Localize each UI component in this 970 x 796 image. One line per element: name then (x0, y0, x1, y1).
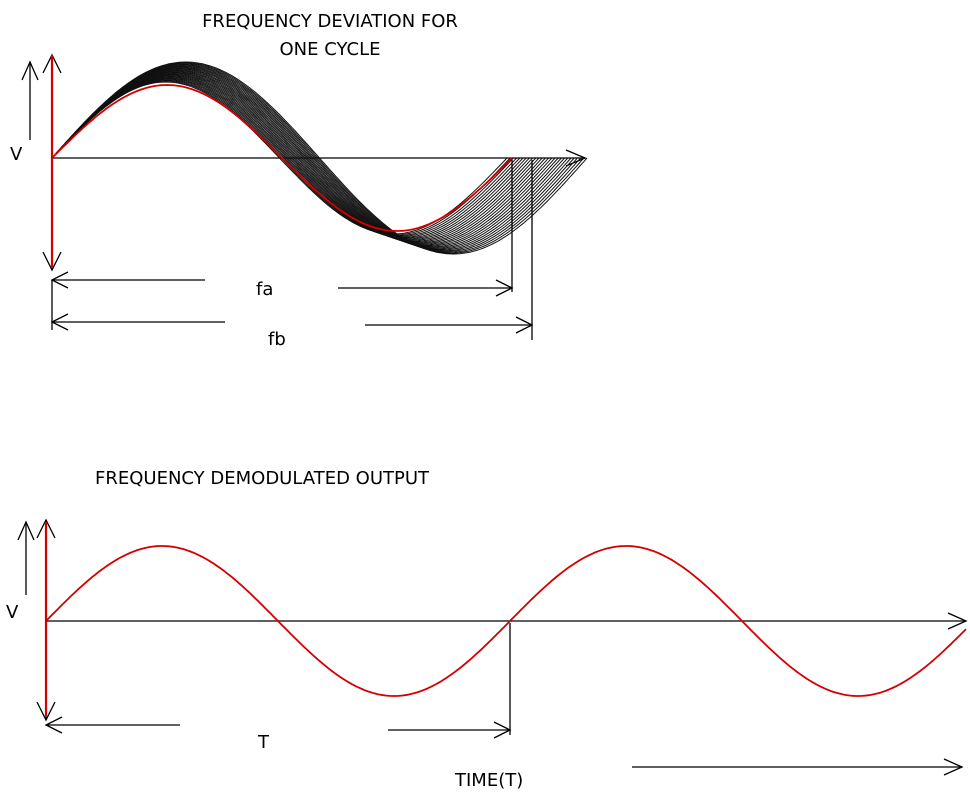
dim-period: T (44, 623, 512, 753)
bottom-y-axis-arrow-down (36, 701, 56, 722)
top-diagram: FREQUENCY DEVIATION FOR ONE CYCLE V fa (10, 11, 588, 350)
bottom-title: FREQUENCY DEMODULATED OUTPUT (95, 468, 430, 489)
bottom-x-axis-arrow (947, 612, 968, 630)
top-title-line1: FREQUENCY DEVIATION FOR (202, 11, 458, 32)
time-arrow-head (943, 758, 964, 776)
bottom-diagram: FREQUENCY DEMODULATED OUTPUT V T TIME(T) (6, 468, 968, 791)
demodulated-wave (45, 545, 967, 697)
time-label: TIME(T) (454, 770, 523, 791)
fa-arrow-right (495, 279, 514, 297)
bottom-v-side-arrow-head (17, 520, 35, 541)
fb-arrow-left (50, 313, 69, 331)
dim-fa-label: fa (256, 279, 273, 300)
deviation-wave-bundle (51, 61, 588, 255)
dim-fa: fa (50, 160, 514, 300)
top-y-label: V (10, 144, 23, 165)
top-v-side-arrow-head (21, 60, 39, 81)
top-reference-wave (51, 84, 513, 232)
dim-fb-label: fb (268, 329, 286, 350)
dim-fb: fb (50, 160, 534, 350)
period-arrow-right (493, 721, 512, 739)
period-label: T (257, 732, 270, 753)
period-arrow-left (44, 716, 63, 734)
deviation-wave-trace (51, 61, 588, 255)
top-y-axis-arrow-down (42, 251, 62, 272)
bottom-y-label: V (6, 602, 19, 623)
fb-arrow-right (515, 316, 534, 334)
bottom-y-axis-arrow-up (36, 518, 56, 539)
top-title-line2: ONE CYCLE (280, 39, 381, 60)
